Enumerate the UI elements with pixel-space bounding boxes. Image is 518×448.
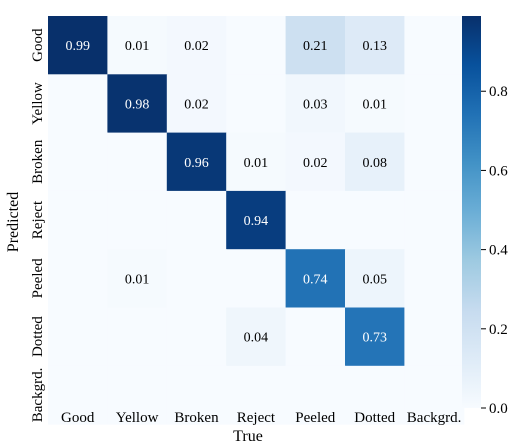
cell-value-label: 0.05 (362, 272, 387, 287)
heatmap-cell (345, 249, 405, 308)
x-axis-label: True (233, 428, 263, 445)
heatmap-cell (226, 74, 287, 134)
cell-value-label: 0.02 (184, 97, 209, 112)
heatmap-cell (166, 249, 227, 308)
heatmap-cell (226, 132, 287, 192)
heatmap-cell (48, 16, 108, 75)
heatmap-cell (404, 249, 465, 308)
colorbar-tick-label: 0.0 (489, 401, 508, 417)
heatmap-cell (404, 190, 465, 250)
y-tick-label: Backgrd. (30, 368, 46, 423)
cell-value-label: 0.96 (184, 156, 209, 171)
cell-value-label: 0.73 (362, 331, 387, 346)
cell-value-label: 0.02 (184, 39, 209, 54)
cell-value-label: 0.01 (362, 97, 387, 112)
heatmap-cell (404, 132, 465, 192)
x-tick-label: Broken (174, 410, 219, 426)
y-tick-label: Dotted (30, 316, 46, 357)
y-tick-label: Yellow (30, 82, 46, 125)
cell-value-label: 0.21 (303, 39, 328, 54)
y-axis-tick-labels: Good Yellow Broken Reject Peeled Dotted Backgr… (30, 28, 46, 422)
cell-value-label: 0.99 (65, 39, 90, 54)
heatmap-cell (285, 249, 346, 308)
cell-value-label: 0.94 (244, 214, 269, 229)
heatmap-cell (404, 365, 465, 425)
colorbar-tick-label: 0.4 (489, 243, 508, 259)
y-tick-label: Good (30, 28, 46, 62)
heatmap-cell (285, 190, 346, 250)
x-tick-label: Peeled (295, 410, 335, 426)
heatmap-cell (48, 307, 108, 367)
x-axis-tick-labels: Good Yellow Broken Reject Peeled Dotted Backgr… (61, 410, 461, 426)
heatmap-cell (345, 16, 405, 75)
heatmap-cell (285, 365, 346, 425)
heatmap-cell (48, 132, 108, 192)
heatmap-cell (48, 249, 108, 308)
heatmap-cell (107, 365, 168, 425)
heatmap-cell (166, 307, 227, 367)
cell-value-label: 0.02 (303, 156, 328, 171)
x-tick-label: Dotted (354, 410, 395, 426)
y-tick-label: Peeled (30, 258, 46, 298)
heatmap-cell (226, 16, 287, 75)
heatmap-cell (226, 190, 287, 250)
heatmap-cell (166, 132, 227, 192)
heatmap-cell (404, 74, 465, 134)
y-axis-label: Predicted (5, 192, 22, 252)
cell-value-label: 0.04 (244, 331, 269, 346)
heatmap-cell (166, 365, 227, 425)
heatmap-cell (404, 16, 465, 75)
colorbar-ticks: 0.0 0.2 0.4 0.6 0.8 (481, 84, 508, 417)
heatmap-cell (345, 74, 405, 134)
heatmap-cell (107, 16, 168, 75)
x-tick-label: Backgrd. (407, 410, 462, 426)
heatmap-cell (107, 190, 168, 250)
cell-value-label: 0.01 (244, 156, 269, 171)
heatmap-cell (285, 307, 346, 367)
heatmap-cell (48, 74, 108, 134)
heatmap-cell-labels: 0.99 0.01 0.02 0.21 0.13 0.98 0.02 0.03 0.01 0.96… (65, 39, 387, 346)
heatmap-cell (285, 74, 346, 134)
cell-value-label: 0.03 (303, 97, 328, 112)
cell-value-label: 0.01 (125, 39, 150, 54)
heatmap-cell (166, 16, 227, 75)
heatmap-cell (345, 307, 405, 367)
heatmap-cell (166, 74, 227, 134)
heatmap-cell (345, 132, 405, 192)
heatmap-cell (345, 365, 405, 425)
heatmap-cell (107, 249, 168, 308)
heatmap-cell (107, 74, 168, 134)
heatmap-cell (285, 16, 346, 75)
heatmap-cell (226, 307, 287, 367)
x-tick-label: Reject (237, 410, 276, 426)
colorbar-tick-label: 0.2 (489, 322, 508, 338)
heatmap-cell (107, 132, 168, 192)
cell-value-label: 0.01 (125, 272, 150, 287)
heatmap-cell (345, 190, 405, 250)
colorbar-tick-label: 0.6 (489, 163, 508, 179)
y-tick-label: Broken (30, 139, 46, 184)
heatmap-cell (285, 132, 346, 192)
heatmap-cell (48, 190, 108, 250)
x-tick-label: Good (61, 410, 95, 426)
heatmap-cells (48, 16, 465, 425)
heatmap-cell (226, 365, 287, 425)
cell-value-label: 0.74 (303, 272, 328, 287)
y-tick-label: Reject (30, 200, 46, 239)
heatmap-cell (166, 190, 227, 250)
colorbar-tick-label: 0.8 (489, 84, 508, 100)
heatmap-cell (404, 307, 465, 367)
heatmap-cell (226, 249, 287, 308)
cell-value-label: 0.08 (362, 156, 387, 171)
cell-value-label: 0.13 (362, 39, 387, 54)
cell-value-label: 0.98 (125, 97, 150, 112)
heatmap-cell (107, 307, 168, 367)
colorbar (462, 16, 481, 408)
heatmap-cell (48, 365, 108, 425)
x-tick-label: Yellow (116, 410, 159, 426)
